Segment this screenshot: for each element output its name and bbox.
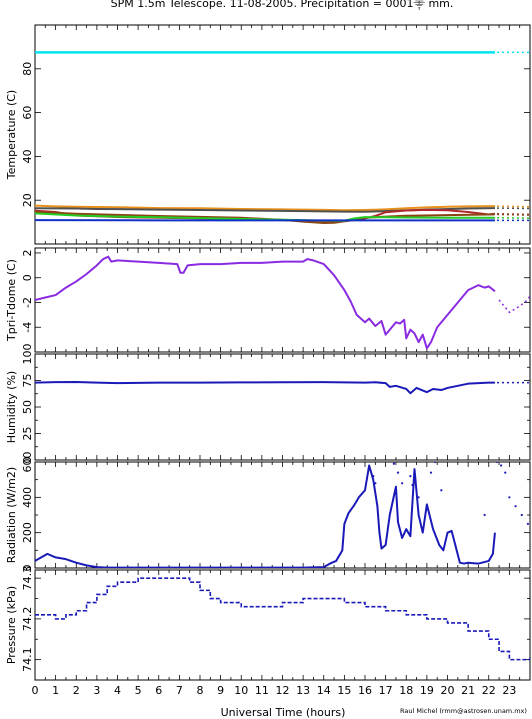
y-tick-label: 100 <box>21 344 34 365</box>
x-tick-label: 17 <box>379 684 393 697</box>
data-point <box>409 475 412 478</box>
series-line-1 <box>35 204 495 212</box>
data-point <box>520 513 523 517</box>
x-tick-label: 6 <box>155 684 162 697</box>
series-line-4 <box>35 211 495 224</box>
x-tick-label: 20 <box>441 684 455 697</box>
data-point <box>372 475 375 478</box>
data-point <box>389 457 391 459</box>
y-tick-label: 0 <box>21 565 34 572</box>
x-tick-label: 2 <box>73 684 80 697</box>
x-tick-label: 7 <box>176 684 183 697</box>
data-point <box>392 462 395 465</box>
x-tick-label: 3 <box>93 684 100 697</box>
x-tick-label: 18 <box>399 684 413 697</box>
panel-frame <box>34 247 531 353</box>
panel-temperature: 20 40 60 80 Temperature (C) <box>5 24 531 245</box>
data-point <box>368 467 371 471</box>
y-tick-label: -4 <box>21 322 34 333</box>
y-axis-label: Tpri-Tdome (C) <box>5 259 18 342</box>
panel-frame <box>34 461 531 569</box>
y-axis-label: Humidity (%) <box>5 371 18 443</box>
data-point <box>492 457 494 459</box>
panel-series <box>35 380 530 395</box>
y-tick-label: 600 <box>21 452 34 473</box>
y-tick-label: 74.3 <box>21 566 34 591</box>
data-point <box>504 471 507 474</box>
y-axis-label: Temperature (C) <box>5 90 18 180</box>
x-axis-label: Universal Time (hours) <box>221 706 346 719</box>
y-axis-label: Pressure (kPa) <box>5 586 18 664</box>
chart-panels: 20 40 60 80 Temperature (C) -4 -2 0 2Tpri-Tdome … <box>5 24 531 681</box>
y-tick-label: 80 <box>21 62 34 76</box>
y-tick-label: 25 <box>21 427 34 441</box>
data-point <box>411 483 414 487</box>
y-tick-label: 50 <box>21 400 34 414</box>
x-tick-label: 8 <box>197 684 204 697</box>
y-tick-label: 200 <box>21 522 34 543</box>
y-tick-label: 0 <box>21 274 34 281</box>
y-tick-label: 2 <box>21 249 34 256</box>
x-tick-label: 16 <box>358 684 372 697</box>
x-tick-label: 9 <box>217 684 224 697</box>
panel-series <box>35 51 530 224</box>
x-tick-label: 13 <box>296 684 310 697</box>
data-point <box>440 489 443 492</box>
x-tick-label: 21 <box>461 684 475 697</box>
panel-frame <box>34 353 531 461</box>
data-point <box>514 505 517 508</box>
y-tick-label: 400 <box>21 487 34 508</box>
data-point <box>483 513 486 517</box>
data-point <box>396 471 400 474</box>
y-tick-label: 0 <box>21 457 34 464</box>
series-extension-4 <box>496 213 530 216</box>
panel-series <box>35 457 530 568</box>
data-point <box>434 462 437 464</box>
x-axis-tick-labels: 0 1 2 3 4 5 6 7 8 9 10 11 12 13 14 15 16 17 18 19 20 21 22 23 <box>32 684 517 697</box>
x-tick-label: 5 <box>135 684 142 697</box>
data-point <box>508 496 511 499</box>
x-tick-label: 11 <box>255 684 269 697</box>
x-tick-label: 4 <box>114 684 121 697</box>
x-tick-label: 0 <box>32 684 39 697</box>
panel-series <box>35 577 530 661</box>
y-axis-label: Radiation (W/m2) <box>5 467 18 563</box>
x-tick-label: 1 <box>52 684 59 697</box>
x-tick-label: 10 <box>234 684 248 697</box>
data-point <box>495 462 499 464</box>
x-tick-label: 14 <box>317 684 331 697</box>
y-tick-label: 75 <box>21 374 34 388</box>
y-tick-label: -2 <box>21 297 34 308</box>
x-tick-label: 22 <box>482 684 496 697</box>
series-extension-0 <box>498 295 530 314</box>
panel-series <box>35 255 530 350</box>
series-line-0 <box>35 464 496 568</box>
credit-text: Raul Michel (rmm@astrosen.unam.mx) <box>400 707 527 715</box>
series-line-0 <box>35 380 495 395</box>
x-tick-label: 15 <box>337 684 351 697</box>
data-point <box>417 496 420 499</box>
data-point <box>374 482 377 485</box>
data-point <box>401 482 404 485</box>
data-point <box>429 471 433 474</box>
y-tick-label: 60 <box>21 106 34 120</box>
data-point <box>500 464 503 467</box>
series-line-0 <box>35 577 530 661</box>
x-tick-label: 19 <box>420 684 434 697</box>
y-tick-label: 40 <box>21 149 34 163</box>
y-tick-label: 20 <box>21 193 34 207</box>
data-point <box>526 522 530 525</box>
y-tick-label: 74.2 <box>21 607 34 632</box>
chart-title: SPM 1.5m Telescope. 11-08-2005. Precipit… <box>111 0 454 11</box>
x-tick-label: 12 <box>276 684 290 697</box>
x-tick-label: 23 <box>502 684 516 697</box>
y-tick-label: 74.1 <box>21 647 34 672</box>
series-extension-1 <box>496 205 530 208</box>
series-line-0 <box>35 255 496 350</box>
